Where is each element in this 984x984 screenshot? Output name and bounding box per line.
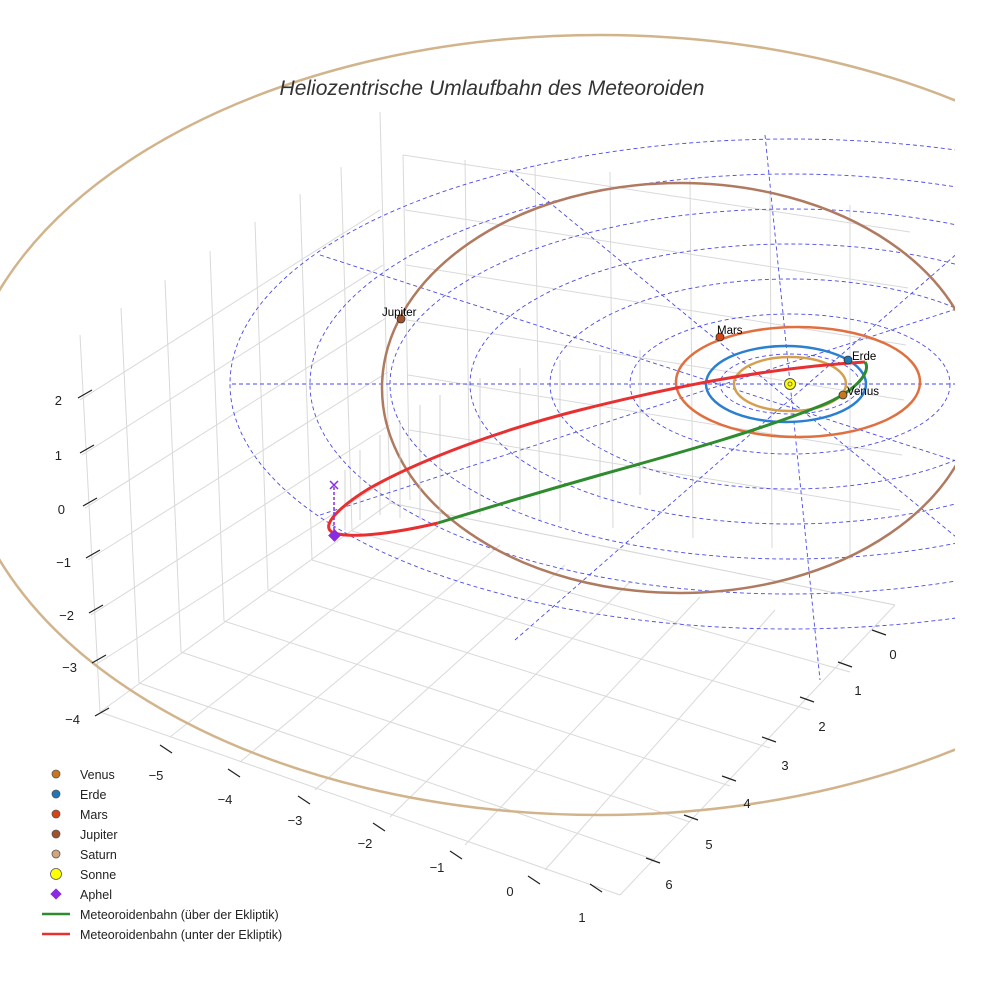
x-axis bbox=[159, 744, 603, 893]
sun-icon bbox=[784, 378, 796, 390]
legend-aphel-label: Aphel bbox=[80, 888, 112, 902]
legend-sonne-icon bbox=[50, 868, 62, 880]
chart-title: Heliozentrische Umlaufbahn des Meteoroid… bbox=[280, 77, 705, 100]
legend: Venus Erde Mars Jupiter Saturn Sonne Aph… bbox=[42, 768, 282, 942]
x-tick-m5: −5 bbox=[149, 768, 164, 783]
y-tick-2: 2 bbox=[818, 719, 825, 734]
z-tick-m2: −2 bbox=[59, 608, 74, 623]
y-axis bbox=[645, 629, 887, 864]
venus-orbit bbox=[732, 355, 848, 413]
legend-erde-label: Erde bbox=[80, 788, 106, 802]
legend-erde-icon bbox=[51, 789, 61, 799]
z-tick-m4: −4 bbox=[65, 712, 80, 727]
jupiter-marker bbox=[396, 314, 406, 324]
earth-orbit bbox=[704, 344, 868, 424]
axis-grid bbox=[79, 111, 911, 896]
x-tick-m2: −2 bbox=[358, 836, 373, 851]
z-tick-m1: −1 bbox=[56, 555, 71, 570]
earth-marker bbox=[843, 355, 853, 365]
z-axis bbox=[77, 389, 110, 717]
legend-above-label: Meteoroidenbahn (über der Ekliptik) bbox=[80, 908, 279, 922]
legend-jupiter-label: Jupiter bbox=[80, 828, 118, 842]
x-tick-0: 0 bbox=[506, 884, 513, 899]
y-tick-6: 6 bbox=[665, 877, 672, 892]
aphel-projection-cross-icon bbox=[329, 480, 339, 490]
legend-saturn-icon bbox=[51, 849, 61, 859]
z-tick-2: 2 bbox=[55, 393, 62, 408]
venus-marker bbox=[838, 390, 848, 400]
saturn-orbit bbox=[0, 33, 955, 817]
meteoroid-path-above bbox=[437, 361, 868, 525]
meteoroid-path-below bbox=[327, 360, 866, 537]
x-tick-1: 1 bbox=[578, 910, 585, 925]
z-tick-1: 1 bbox=[55, 448, 62, 463]
legend-jupiter-icon bbox=[51, 829, 61, 839]
mars-label: Mars bbox=[717, 325, 743, 337]
legend-aphel-icon bbox=[50, 888, 62, 900]
jupiter-orbit bbox=[380, 181, 955, 595]
z-tick-0: 0 bbox=[58, 502, 65, 517]
y-tick-3: 3 bbox=[781, 758, 788, 773]
y-tick-5: 5 bbox=[705, 837, 712, 852]
legend-saturn-label: Saturn bbox=[80, 848, 117, 862]
x-tick-m4: −4 bbox=[218, 792, 233, 807]
legend-mars-label: Mars bbox=[80, 808, 108, 822]
y-tick-0: 0 bbox=[889, 647, 896, 662]
legend-below-label: Meteoroidenbahn (unter der Ekliptik) bbox=[80, 928, 282, 942]
mars-orbit bbox=[674, 325, 922, 439]
y-tick-4: 4 bbox=[743, 796, 750, 811]
y-tick-1: 1 bbox=[854, 683, 861, 698]
jupiter-label: Jupiter bbox=[382, 307, 417, 319]
earth-label: Erde bbox=[852, 351, 876, 363]
z-tick-m3: −3 bbox=[62, 660, 77, 675]
x-tick-m1: −1 bbox=[430, 860, 445, 875]
x-tick-m3: −3 bbox=[288, 813, 303, 828]
legend-venus-label: Venus bbox=[80, 768, 115, 782]
venus-label: Venus bbox=[847, 386, 879, 398]
legend-venus-icon bbox=[51, 769, 61, 779]
legend-mars-icon bbox=[51, 809, 61, 819]
mars-marker bbox=[715, 332, 725, 342]
legend-sonne-label: Sonne bbox=[80, 868, 116, 882]
